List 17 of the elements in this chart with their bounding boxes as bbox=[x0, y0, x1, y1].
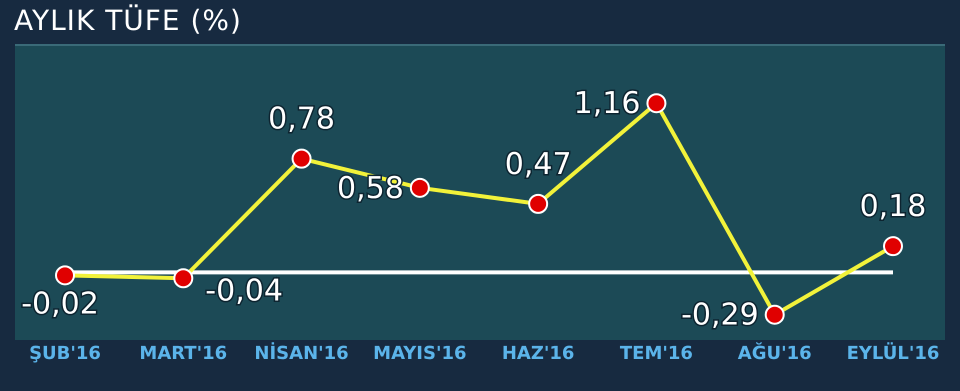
x-tick-label: MART'16 bbox=[139, 342, 228, 364]
chart-title: AYLIK TÜFE (%) bbox=[14, 4, 242, 37]
x-tick-label: NİSAN'16 bbox=[254, 342, 349, 364]
data-label: -0,04 bbox=[205, 273, 283, 308]
x-tick-label: AĞU'16 bbox=[738, 342, 812, 364]
x-tick-label: TEM'16 bbox=[620, 342, 693, 364]
x-tick-label: HAZ'16 bbox=[502, 342, 574, 364]
data-label: -0,02 bbox=[21, 286, 99, 322]
x-tick-label: MAYIS'16 bbox=[373, 342, 467, 364]
data-label: 0,18 bbox=[860, 189, 926, 224]
data-label: -0,29 bbox=[681, 298, 759, 333]
data-label: 0,78 bbox=[268, 102, 335, 137]
data-label: 0,47 bbox=[504, 146, 572, 182]
data-label: 1,16 bbox=[574, 86, 640, 122]
data-label: 0,58 bbox=[337, 170, 404, 206]
x-tick-label: ŞUB'16 bbox=[29, 342, 101, 364]
x-tick-label: EYLÜL'16 bbox=[846, 342, 940, 364]
